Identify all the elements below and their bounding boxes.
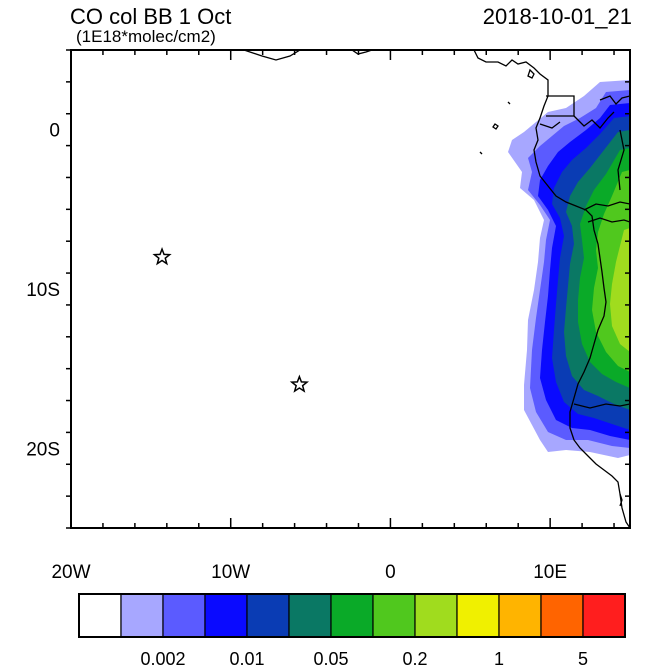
plot-frame [70,49,631,529]
border-gabon [546,95,575,117]
colorbar-swatch [78,593,122,638]
island-bioko [527,68,535,79]
coastline-west-africa [473,50,630,528]
colorbar-swatch [120,593,164,638]
colorbar-swatch [498,593,542,638]
x-tick-label: 10W [211,562,250,583]
x-tick-label: 0 [385,562,396,583]
x-axis-labels: 20W 10W 0 10E [51,562,567,583]
x-tick-label: 10E [533,562,567,583]
colorbar: 0.002 0.01 0.05 0.2 1 5 [78,593,626,667]
border-namibia-south [619,493,623,507]
coastline-north-africa-1 [243,50,301,61]
y-axis-labels: 0 10S 20S [26,121,60,461]
colorbar-swatch [582,593,626,638]
colorbar-swatch [162,593,206,638]
station-markers [152,247,310,393]
colorbar-swatch [372,593,416,638]
colorbar-swatch [246,593,290,638]
colorbar-label: 1 [494,649,504,667]
co-shading [508,80,630,458]
border-angola-drc-2 [587,217,630,223]
border-angola-drc [583,201,630,211]
x-tick-label: 20W [51,562,90,583]
colorbar-swatch [204,593,248,638]
border-congo [573,111,615,129]
y-tick-label: 20S [26,439,60,460]
border-drc-north [599,95,630,105]
colorbar-swatch [540,593,584,638]
colorbar-swatch [456,593,500,638]
map-timestamp: 2018-10-01_21 [482,4,632,29]
island-annobon [479,151,483,155]
y-tick-label: 0 [49,121,60,142]
colorbar-label: 5 [578,649,588,667]
colorbar-frame [78,593,626,638]
border-cabinda [539,121,561,129]
coastlines [243,50,630,528]
colorbar-label: 0.002 [140,649,185,667]
map-title: CO col BB 1 Oct [70,4,232,29]
axis-ticks [66,49,630,529]
island-sao-tome [492,123,499,130]
colorbar-label: 0.01 [229,649,264,667]
border-angola-namibia [573,403,630,409]
y-tick-label: 10S [26,280,60,301]
border-drc-east [617,129,625,191]
star-marker-1-icon [152,247,172,266]
colorbar-swatch [288,593,332,638]
shade-band-lime [610,228,630,352]
map-units: (1E18*molec/cm2) [76,27,216,46]
colorbar-label: 0.05 [313,649,348,667]
colorbar-label: 0.2 [402,649,427,667]
colorbar-swatch [414,593,458,638]
star-marker-2-icon [289,374,310,393]
colorbar-swatch [330,593,374,638]
island-principe [507,101,511,105]
